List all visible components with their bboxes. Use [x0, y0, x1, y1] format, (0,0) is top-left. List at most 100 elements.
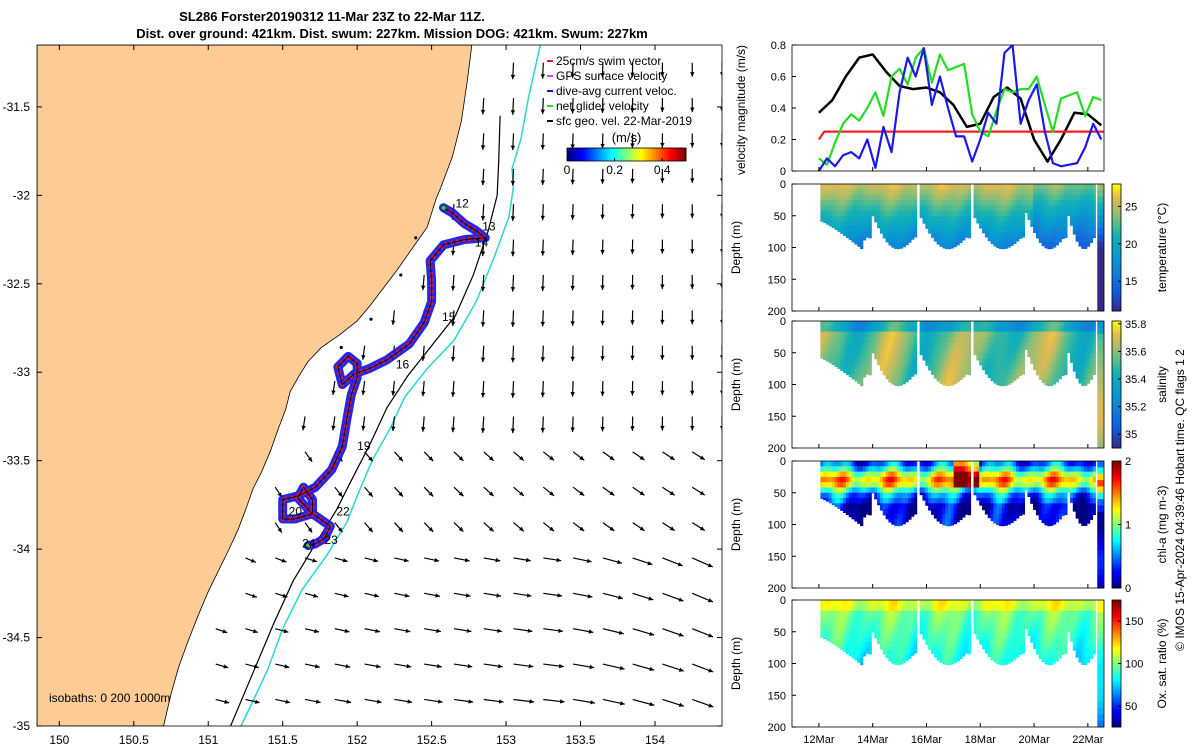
section-cell — [857, 498, 861, 504]
section-cell — [879, 487, 884, 494]
section-cell — [862, 513, 867, 518]
section-cell — [1007, 621, 1011, 627]
section-cell — [1084, 331, 1088, 338]
section-cell — [956, 647, 960, 654]
current-arrowhead — [480, 392, 486, 398]
section-cell — [1044, 637, 1048, 643]
day-label: 16 — [396, 358, 410, 372]
section-cell — [885, 226, 889, 233]
section-cell — [1013, 492, 1017, 499]
current-arrowhead — [285, 699, 291, 704]
section-cell — [894, 631, 898, 638]
section-cell — [993, 626, 997, 633]
section-cell — [979, 321, 983, 327]
current-arrowhead — [480, 286, 486, 292]
section-cell — [865, 610, 869, 617]
section-cell — [820, 605, 824, 611]
section-cell — [919, 184, 923, 190]
section-cell — [894, 663, 898, 665]
section-cell — [979, 605, 983, 611]
section-cell — [826, 347, 830, 354]
section-cell — [993, 621, 997, 627]
section-cell — [945, 199, 949, 206]
profile-cell — [1097, 575, 1104, 583]
section-cell — [843, 647, 847, 652]
section-cell — [1016, 498, 1020, 504]
current-arrowhead — [558, 663, 564, 669]
section-cell — [1013, 626, 1017, 633]
section-cell — [1089, 189, 1094, 195]
section-colorbar-cell — [1112, 432, 1121, 436]
section-cell — [851, 508, 855, 515]
section-cell — [860, 663, 864, 666]
section-cell — [840, 199, 844, 206]
section-cell — [888, 184, 892, 190]
section-cell — [851, 352, 855, 359]
section-cell — [857, 508, 861, 515]
section-cell — [1081, 336, 1085, 343]
section-cell — [1061, 513, 1065, 517]
section-cell — [891, 461, 895, 467]
section-cell — [1010, 242, 1014, 246]
section-colorbar-cell — [1112, 399, 1121, 403]
current-arrowhead — [630, 214, 635, 219]
profile-cell — [1097, 435, 1104, 443]
section-cell — [1033, 347, 1037, 354]
section-cell — [962, 231, 966, 238]
section-cell — [1067, 210, 1071, 217]
section-cell — [939, 637, 943, 643]
section-cell — [1021, 605, 1025, 611]
section-cell — [1024, 621, 1028, 627]
current-arrowhead — [660, 107, 665, 113]
section-cell — [967, 476, 972, 483]
section-cell — [919, 194, 923, 201]
profile-cell — [1097, 441, 1104, 449]
section-cell — [1041, 189, 1045, 195]
section-cell — [868, 358, 872, 364]
section-cell — [845, 221, 850, 227]
section-cell — [1004, 476, 1008, 483]
section-cell — [894, 236, 898, 243]
section-cell — [999, 466, 1003, 472]
section-cell — [1081, 321, 1085, 327]
section-cell — [959, 658, 963, 660]
section-cell — [899, 658, 904, 664]
section-cell — [1021, 215, 1025, 222]
section-cell — [899, 210, 904, 217]
section-cell — [1004, 236, 1008, 243]
section-cell — [942, 631, 946, 638]
section-cell — [1041, 326, 1045, 332]
section-cell — [1035, 476, 1040, 483]
section-cell — [1044, 498, 1048, 504]
section-cell — [831, 184, 835, 190]
section-cell — [1092, 368, 1096, 375]
section-cell — [868, 189, 872, 195]
section-cell — [962, 189, 966, 195]
section-cell — [891, 336, 895, 343]
section-cell — [950, 610, 955, 617]
section-cell — [851, 321, 855, 327]
section-cell — [1089, 321, 1094, 327]
section-colorbar-cell — [1112, 250, 1121, 254]
colorbar-cell — [628, 148, 631, 161]
section-cell — [1016, 226, 1020, 233]
section-cell — [851, 482, 855, 488]
section-cell — [860, 498, 864, 504]
section-cell — [1007, 231, 1011, 238]
section-cell — [1044, 363, 1048, 370]
section-cell — [862, 492, 867, 499]
profile-cell — [1097, 327, 1104, 335]
section-cell — [973, 482, 977, 488]
section-cell — [1075, 368, 1079, 375]
current-arrowhead — [436, 664, 442, 669]
section-cell — [854, 647, 858, 654]
section-cell — [857, 637, 861, 643]
section-cell — [874, 461, 878, 467]
section-cell — [868, 513, 872, 516]
section-cell — [843, 226, 847, 233]
section-cell — [945, 368, 949, 375]
section-cell — [840, 358, 844, 364]
section-cell — [1061, 326, 1065, 332]
section-cell — [973, 600, 977, 606]
